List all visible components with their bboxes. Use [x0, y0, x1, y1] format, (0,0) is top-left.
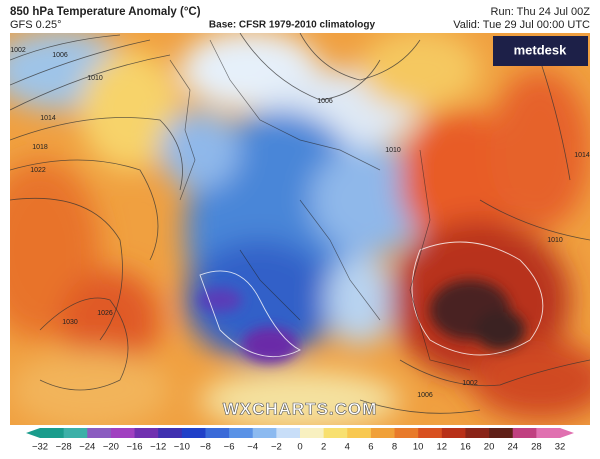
- colorbar-segment: [110, 428, 136, 438]
- colorbar-segment: [323, 428, 348, 438]
- colorbar-segment: [512, 428, 537, 438]
- colorbar-segment: [465, 428, 490, 438]
- colorbar-label: 24: [507, 442, 518, 453]
- map: 1002 1006 1010 1014 1018 1022 1030 1026 1006 1010…: [10, 33, 590, 425]
- isobar-label: 1026: [97, 310, 113, 317]
- valid: Valid: Tue 29 Jul 00:00 UTC: [453, 19, 590, 31]
- model: GFS 0.25°: [10, 19, 61, 31]
- colorbar-label: −28: [56, 442, 72, 453]
- colorbar-arrow-left: [26, 428, 40, 438]
- colorbar-label: 10: [413, 442, 424, 453]
- logo-box: [493, 36, 588, 66]
- colorbar-label: −4: [247, 442, 258, 453]
- colorbar-segment: [489, 428, 514, 438]
- colorbar-segment: [370, 428, 396, 438]
- colorbar-label: 0: [297, 442, 302, 453]
- title: 850 hPa Temperature Anomaly (°C): [10, 6, 201, 18]
- colorbar-segment: [205, 428, 230, 438]
- colorbar-segment: [158, 428, 183, 438]
- isobar-label: 1002: [10, 47, 26, 54]
- colorbar-segment: [536, 428, 561, 438]
- colorbar-segment: [394, 428, 419, 438]
- isobar-label: 1022: [30, 167, 46, 174]
- colorbar-segment: [441, 428, 466, 438]
- isobar-label: 1010: [87, 75, 103, 82]
- isobar-label: 1010: [547, 237, 563, 244]
- watermark: WXCHARTS.COM: [223, 399, 378, 418]
- colorbar-label: −20: [103, 442, 119, 453]
- isobar-label: 1014: [40, 115, 56, 122]
- colorbar-label: −6: [224, 442, 235, 453]
- colorbar-label: −2: [271, 442, 282, 453]
- colorbar-label: −12: [150, 442, 166, 453]
- colorbar-arrow-right: [560, 428, 574, 438]
- colorbar-segment: [252, 428, 277, 438]
- colorbar-label: 2: [321, 442, 326, 453]
- colorbar-segment: [134, 428, 159, 438]
- colorbar-label: 28: [531, 442, 542, 453]
- colorbar-label: 32: [555, 442, 566, 453]
- colorbar-label: 12: [437, 442, 448, 453]
- colorbar-label: 20: [484, 442, 495, 453]
- colorbar-label: −8: [200, 442, 211, 453]
- isobar-label: 1030: [62, 319, 78, 326]
- colorbar-segment: [300, 428, 325, 438]
- colorbar-label: −10: [174, 442, 190, 453]
- colorbar-segment: [276, 428, 301, 438]
- isobar-label: 1006: [317, 98, 333, 105]
- isobar-label: 1006: [417, 392, 433, 399]
- colorbar-label: −24: [79, 442, 95, 453]
- base: Base: CFSR 1979-2010 climatology: [209, 20, 376, 31]
- colorbar: −32 −28 −24 −20 −16 −12 −10 −8 −6 −4 −2 0 2 4 6 8 10 12 16…: [26, 428, 574, 453]
- isobar-label: 1010: [385, 147, 401, 154]
- colorbar-segment: [181, 428, 206, 438]
- isobar-label: 1006: [52, 52, 68, 59]
- colorbar-label: 4: [345, 442, 350, 453]
- colorbar-label: 16: [460, 442, 471, 453]
- colorbar-segment: [229, 428, 254, 438]
- isobar-label: 1002: [462, 380, 478, 387]
- colorbar-segment: [40, 428, 65, 438]
- colorbar-label: −32: [32, 442, 48, 453]
- run: Run: Thu 24 Jul 00Z: [491, 6, 591, 18]
- colorbar-segment: [418, 428, 443, 438]
- colorbar-segment: [87, 428, 112, 438]
- logo: metdesk: [514, 42, 568, 57]
- colorbar-segment: [347, 428, 372, 438]
- colorbar-label: 6: [368, 442, 373, 453]
- isobar-label: 1014: [574, 152, 590, 159]
- colorbar-label: 8: [392, 442, 397, 453]
- isobar-label: 1018: [32, 144, 48, 151]
- colorbar-label: −16: [126, 442, 142, 453]
- colorbar-segment: [63, 428, 88, 438]
